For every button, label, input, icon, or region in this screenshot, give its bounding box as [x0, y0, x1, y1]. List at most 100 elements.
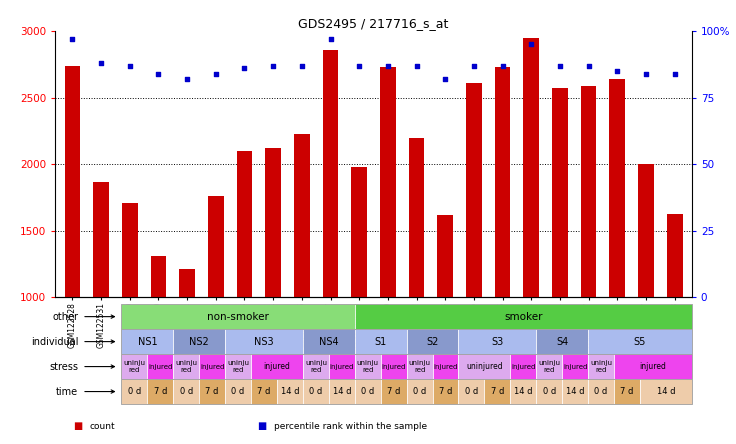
Bar: [122, 203, 138, 297]
Bar: [322, 50, 339, 297]
Bar: [208, 196, 224, 297]
Text: 7 d: 7 d: [439, 387, 452, 396]
Text: individual: individual: [31, 337, 78, 347]
Text: NS1: NS1: [138, 337, 158, 347]
Point: [669, 70, 681, 77]
Bar: [609, 79, 625, 297]
Point: [210, 70, 222, 77]
Point: [526, 41, 537, 48]
Point: [181, 75, 193, 83]
Text: uninjured: uninjured: [466, 362, 503, 371]
Point: [267, 62, 279, 69]
Text: 14 d: 14 d: [333, 387, 351, 396]
Text: injured: injured: [434, 364, 458, 369]
Text: non-smoker: non-smoker: [207, 312, 269, 321]
Point: [554, 62, 566, 69]
Text: injured: injured: [381, 364, 406, 369]
Bar: [408, 138, 425, 297]
Text: S3: S3: [491, 337, 503, 347]
Text: NS4: NS4: [319, 337, 339, 347]
Point: [66, 36, 78, 43]
Bar: [523, 38, 539, 297]
Bar: [380, 67, 396, 297]
Text: injured: injured: [511, 364, 536, 369]
Point: [411, 62, 422, 69]
Text: other: other: [52, 312, 78, 321]
Text: injured: injured: [640, 362, 666, 371]
Text: smoker: smoker: [504, 312, 542, 321]
Text: 14 d: 14 d: [514, 387, 533, 396]
Text: ■: ■: [258, 421, 267, 431]
Bar: [466, 83, 482, 297]
Point: [95, 59, 107, 67]
Text: 0 d: 0 d: [128, 387, 141, 396]
Text: percentile rank within the sample: percentile rank within the sample: [274, 422, 427, 431]
Title: GDS2495 / 217716_s_at: GDS2495 / 217716_s_at: [298, 17, 449, 30]
Text: injured: injured: [263, 362, 291, 371]
Point: [296, 62, 308, 69]
Bar: [437, 215, 453, 297]
Bar: [351, 167, 367, 297]
Point: [583, 62, 595, 69]
Text: uninju
red: uninju red: [590, 360, 612, 373]
Bar: [667, 214, 682, 297]
Text: 14 d: 14 d: [566, 387, 584, 396]
Bar: [93, 182, 109, 297]
Point: [612, 67, 623, 75]
Bar: [151, 256, 166, 297]
Text: uninju
red: uninju red: [357, 360, 379, 373]
Point: [640, 70, 652, 77]
Text: 7 d: 7 d: [154, 387, 167, 396]
Text: NS3: NS3: [254, 337, 274, 347]
Text: uninju
red: uninju red: [175, 360, 197, 373]
Text: uninju
red: uninju red: [538, 360, 560, 373]
Bar: [294, 134, 310, 297]
Text: NS2: NS2: [189, 337, 209, 347]
Text: S1: S1: [375, 337, 387, 347]
Text: 0 d: 0 d: [542, 387, 556, 396]
Text: 7 d: 7 d: [258, 387, 271, 396]
Bar: [495, 67, 511, 297]
Text: S5: S5: [634, 337, 646, 347]
Text: uninju
red: uninju red: [227, 360, 249, 373]
Text: S2: S2: [426, 337, 439, 347]
Bar: [552, 88, 567, 297]
Text: 0 d: 0 d: [361, 387, 375, 396]
Text: injured: injured: [330, 364, 354, 369]
Point: [468, 62, 480, 69]
Point: [353, 62, 365, 69]
Point: [152, 70, 164, 77]
Text: uninju
red: uninju red: [305, 360, 327, 373]
Point: [439, 75, 451, 83]
Bar: [265, 148, 281, 297]
Text: 7 d: 7 d: [491, 387, 504, 396]
Text: 0 d: 0 d: [232, 387, 245, 396]
Text: 0 d: 0 d: [413, 387, 426, 396]
Bar: [180, 269, 195, 297]
Text: injured: injured: [148, 364, 172, 369]
Text: count: count: [90, 422, 116, 431]
Text: 0 d: 0 d: [465, 387, 478, 396]
Point: [238, 65, 250, 72]
Text: ■: ■: [74, 421, 83, 431]
Text: uninju
red: uninju red: [408, 360, 431, 373]
Point: [325, 36, 336, 43]
Text: stress: stress: [49, 361, 78, 372]
Text: uninju
red: uninju red: [124, 360, 146, 373]
Point: [124, 62, 135, 69]
Text: injured: injured: [200, 364, 224, 369]
Text: 7 d: 7 d: [620, 387, 634, 396]
Bar: [65, 66, 80, 297]
Point: [382, 62, 394, 69]
Bar: [236, 151, 252, 297]
Text: 7 d: 7 d: [387, 387, 400, 396]
Bar: [638, 164, 654, 297]
Bar: [581, 86, 596, 297]
Text: 0 d: 0 d: [180, 387, 193, 396]
Text: 7 d: 7 d: [205, 387, 219, 396]
Text: 14 d: 14 d: [280, 387, 300, 396]
Text: 0 d: 0 d: [309, 387, 322, 396]
Text: time: time: [56, 387, 78, 396]
Text: 0 d: 0 d: [595, 387, 608, 396]
Point: [497, 62, 509, 69]
